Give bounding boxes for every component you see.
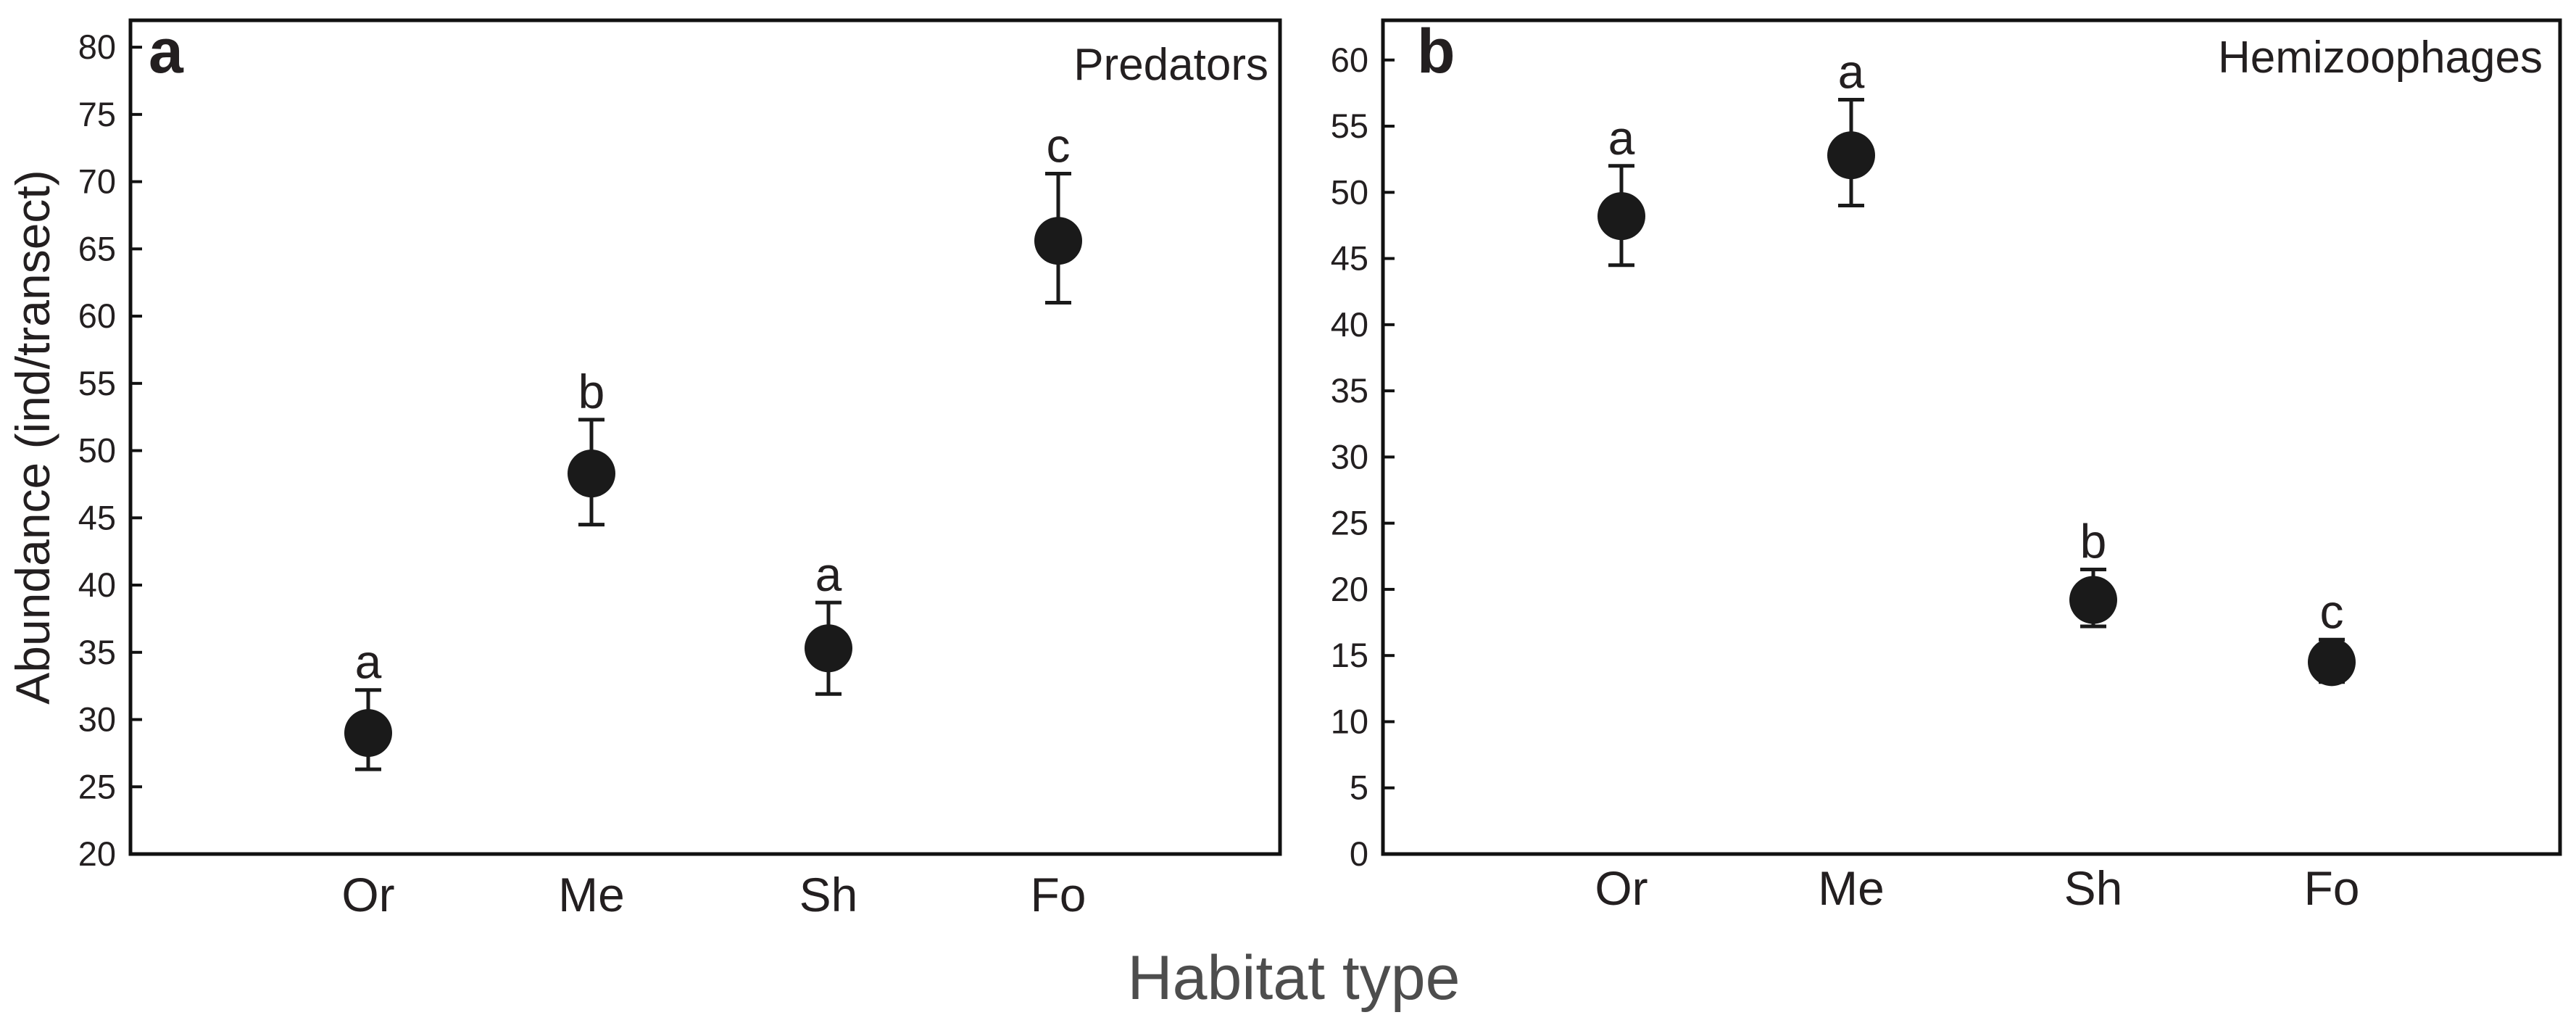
panel-a-category-or: Or xyxy=(341,868,394,921)
panel-b-point-or xyxy=(1597,192,1645,241)
panel-a-category-me: Me xyxy=(558,868,625,921)
panel-a-y-tick-label: 35 xyxy=(78,633,116,671)
panel-a-point-me xyxy=(568,449,615,498)
panel-b-plot-frame xyxy=(1381,18,2562,856)
panel-a-category-sh: Sh xyxy=(799,868,858,921)
panel-b-hemizoophages: 0 5 10 15 20 25 30 35 40 45 50 55 60 Or Me Sh Fo a a b c b… xyxy=(1331,17,2562,915)
panel-b-y-tick-label: 60 xyxy=(1331,41,1368,79)
shared-x-axis-label: Habitat type xyxy=(1128,943,1461,1013)
panel-a-significance-sh: a xyxy=(815,547,842,601)
panel-b-title: Hemizoophages xyxy=(2218,33,2543,83)
panel-b-significance-sh: b xyxy=(2080,515,2107,568)
panel-a-significance-fo: c xyxy=(1047,118,1071,172)
panel-b-y-tick-label: 50 xyxy=(1331,173,1368,211)
panel-a-point-sh xyxy=(805,624,852,673)
panel-a-y-tick-label: 80 xyxy=(78,28,116,66)
panel-a-point-fo xyxy=(1034,217,1082,265)
panel-b-category-sh: Sh xyxy=(2064,861,2123,915)
panel-a-y-tick-label: 70 xyxy=(78,162,116,201)
panel-a-y-axis: 20 25 30 35 40 45 50 55 60 65 70 75 80 xyxy=(78,28,142,873)
panel-b-significance-me: a xyxy=(1838,45,1865,99)
panel-a-point-or xyxy=(344,709,392,758)
panel-b-y-tick-label: 45 xyxy=(1331,239,1368,278)
panel-b-point-fo xyxy=(2308,638,2356,687)
panel-a-y-tick-label: 50 xyxy=(78,431,116,470)
panel-b-y-tick-label: 5 xyxy=(1350,768,1368,807)
panel-a-y-tick-label: 75 xyxy=(78,95,116,133)
panel-b-y-axis: 0 5 10 15 20 25 30 35 40 45 50 55 60 xyxy=(1331,41,1395,873)
panel-b-y-tick-label: 20 xyxy=(1331,570,1368,608)
panel-a-y-tick-label: 65 xyxy=(78,229,116,268)
panel-a-y-tick-label: 60 xyxy=(78,297,116,335)
panel-b-y-tick-label: 30 xyxy=(1331,437,1368,476)
panel-a-y-tick-label: 45 xyxy=(78,498,116,536)
panel-b-label: b xyxy=(1417,17,1455,86)
panel-b-significance-or: a xyxy=(1608,111,1635,165)
panel-a-data-marks: a b a c xyxy=(344,118,1082,771)
panel-b-y-tick-label: 0 xyxy=(1350,834,1368,873)
panel-a-y-tick-label: 20 xyxy=(78,834,116,873)
panel-b-category-fo: Fo xyxy=(2303,861,2359,915)
panel-a-predators: 20 25 30 35 40 45 50 55 60 65 70 75 80 Or Me Sh Fo a b a c… xyxy=(6,17,1282,921)
panel-a-y-tick-label: 30 xyxy=(78,700,116,739)
panel-b-significance-fo: c xyxy=(2320,584,2344,638)
panel-a-y-axis-label: Abundance (ind/transect) xyxy=(6,170,59,704)
panel-a-category-fo: Fo xyxy=(1030,868,1086,921)
panel-b-y-tick-label: 15 xyxy=(1331,636,1368,674)
panel-a-title: Predators xyxy=(1073,40,1268,90)
panel-a-label: a xyxy=(149,17,184,86)
panel-a-y-tick-label: 55 xyxy=(78,364,116,402)
panel-b-y-tick-label: 55 xyxy=(1331,107,1368,145)
panel-b-category-me: Me xyxy=(1818,861,1885,915)
panel-b-y-tick-label: 35 xyxy=(1331,371,1368,410)
panel-a-x-axis: Or Me Sh Fo xyxy=(341,868,1086,921)
panel-a-significance-me: b xyxy=(578,365,605,418)
panel-b-point-me xyxy=(1827,131,1875,180)
panel-a-significance-or: a xyxy=(355,635,382,689)
panel-b-point-sh xyxy=(2069,576,2117,624)
panel-a-y-tick-label: 40 xyxy=(78,565,116,604)
panel-b-y-tick-label: 40 xyxy=(1331,305,1368,344)
panel-a-plot-frame xyxy=(128,18,1282,856)
panel-b-category-or: Or xyxy=(1595,861,1648,915)
panel-a-y-tick-label: 25 xyxy=(78,767,116,805)
panel-b-data-marks: a a b c xyxy=(1597,45,2356,687)
panel-b-x-axis: Or Me Sh Fo xyxy=(1595,861,2359,915)
panel-b-y-tick-label: 10 xyxy=(1331,702,1368,740)
panel-b-y-tick-label: 25 xyxy=(1331,504,1368,542)
